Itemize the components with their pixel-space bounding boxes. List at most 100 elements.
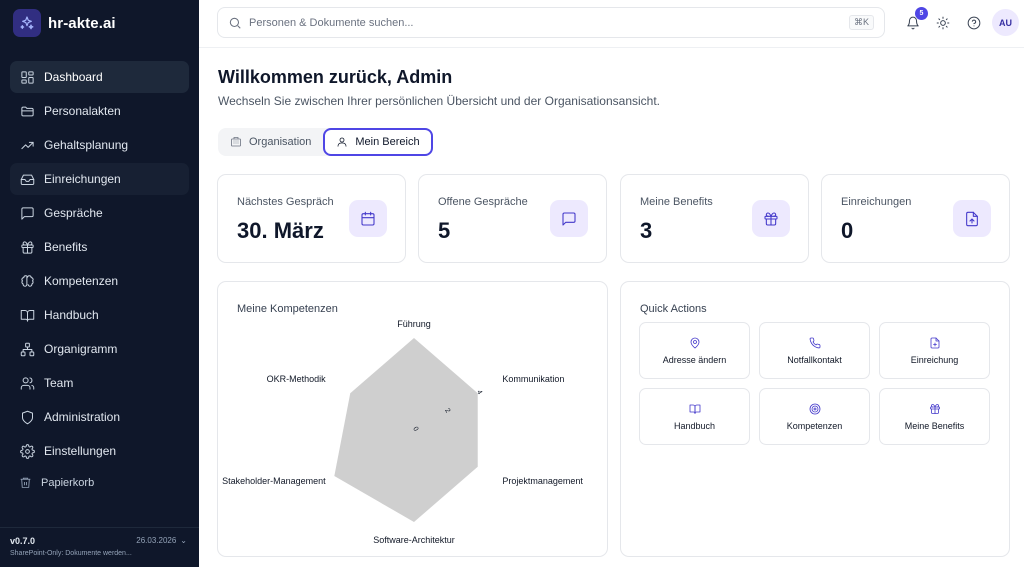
view-toggle: Organisation Mein Bereich: [218, 128, 433, 156]
sidebar-item-papierkorb[interactable]: Papierkorb: [19, 476, 94, 489]
version-label: v0.7.0: [10, 536, 36, 546]
version-date-dropdown[interactable]: 26.03.2026 ⌄: [136, 536, 187, 545]
tab-organisation[interactable]: Organisation: [218, 128, 323, 156]
sidebar-item-label: Einreichungen: [44, 172, 121, 186]
quick-action-adresse-aendern[interactable]: Adresse ändern: [639, 322, 750, 379]
book-open-icon: [19, 307, 35, 323]
trending-up-icon: [19, 137, 35, 153]
tab-mein-bereich[interactable]: Mein Bereich: [323, 128, 433, 156]
folder-icon: [19, 103, 35, 119]
sidebar-item-benefits[interactable]: Benefits: [10, 231, 189, 263]
sidebar-item-team[interactable]: Team: [10, 367, 189, 399]
stat-value: 0: [841, 218, 854, 243]
radar-chart: Führung Kommunikation Projektmanagement Sof…: [222, 319, 583, 545]
quick-action-label: Adresse ändern: [662, 354, 727, 365]
version-date: 26.03.2026: [136, 536, 177, 545]
panel-title: Meine Kompetenzen: [237, 303, 338, 315]
page-title: Willkommen zurück, Admin: [218, 67, 453, 87]
app-name: hr-akte.ai: [48, 14, 116, 32]
bell-icon[interactable]: [904, 14, 922, 32]
sidebar-item-personalakten[interactable]: Personalakten: [10, 95, 189, 127]
quick-action-notfallkontakt[interactable]: Notfallkontakt: [759, 322, 870, 379]
message-square-icon: [550, 200, 588, 237]
chevron-down-icon: ⌄: [180, 536, 187, 545]
sidebar-item-kompetenzen[interactable]: Kompetenzen: [10, 265, 189, 297]
quick-action-einreichung[interactable]: Einreichung: [879, 322, 990, 379]
panel-title: Quick Actions: [640, 303, 707, 315]
search-placeholder: Personen & Dokumente suchen...: [249, 16, 414, 29]
sidebar-item-gespraeche[interactable]: Gespräche: [10, 197, 189, 229]
phone-icon: [809, 337, 820, 348]
sidebar-item-label: Dashboard: [44, 70, 103, 84]
sidebar-item-label: Gespräche: [44, 206, 103, 220]
quick-action-label: Handbuch: [673, 420, 716, 431]
tab-label: Organisation: [249, 136, 312, 148]
stat-value: 3: [640, 218, 653, 243]
building-icon: [231, 137, 241, 147]
radar-tick-label: 0: [411, 426, 419, 433]
sidebar-item-handbuch[interactable]: Handbuch: [10, 299, 189, 331]
radar-axis-label: Projektmanagement: [502, 476, 583, 486]
brand[interactable]: hr-akte.ai: [13, 9, 116, 37]
users-icon: [19, 375, 35, 391]
radar-axis-label: Kommunikation: [502, 374, 564, 384]
radar-axis-label: Führung: [397, 319, 431, 329]
quick-actions-panel: Quick Actions Adresse ändern Notfallkont…: [620, 281, 1010, 557]
sidebar-item-dashboard[interactable]: Dashboard: [10, 61, 189, 93]
map-pin-icon: [690, 337, 699, 348]
quick-action-handbuch[interactable]: Handbuch: [639, 388, 750, 445]
topbar: Personen & Dokumente suchen... ⌘K 5 AU: [199, 0, 1024, 48]
sidebar: hr-akte.ai Dashboard Personalakten Gehal…: [0, 0, 199, 567]
gift-icon: [19, 239, 35, 255]
search-input[interactable]: Personen & Dokumente suchen... ⌘K: [217, 7, 885, 38]
network-icon: [19, 341, 35, 357]
sidebar-item-label: Team: [44, 376, 74, 390]
quick-action-meine-benefits[interactable]: Meine Benefits: [879, 388, 990, 445]
search-icon: [229, 17, 241, 29]
sidebar-item-label: Administration: [44, 410, 121, 424]
gift-icon: [752, 200, 790, 237]
help-icon[interactable]: [965, 14, 983, 32]
radar-axis-label: Software-Architektur: [373, 535, 455, 545]
file-plus-icon: [930, 337, 939, 348]
inbox-icon: [19, 171, 35, 187]
sun-icon[interactable]: [934, 14, 952, 32]
sidebar-item-label: Personalakten: [44, 104, 121, 118]
sidebar-footer: v0.7.0 26.03.2026 ⌄ SharePoint-Only: Dok…: [0, 527, 199, 567]
radar-axis-label: OKR-Methodik: [267, 374, 327, 384]
trash-icon: [20, 477, 31, 488]
sidebar-item-organigramm[interactable]: Organigramm: [10, 333, 189, 365]
file-up-icon: [953, 200, 991, 237]
stat-card-naechstes-gespraech[interactable]: Nächstes Gespräch 30. März: [217, 174, 406, 263]
sidebar-item-label: Organigramm: [44, 342, 118, 356]
sidebar-item-einreichungen[interactable]: Einreichungen: [10, 163, 189, 195]
stat-value: 5: [438, 218, 451, 243]
quick-action-label: Einreichung: [910, 354, 959, 365]
sidebar-item-administration[interactable]: Administration: [10, 401, 189, 433]
sidebar-item-label: Benefits: [44, 240, 88, 254]
tab-label: Mein Bereich: [355, 136, 420, 148]
stat-card-offene-gespraeche[interactable]: Offene Gespräche 5: [418, 174, 607, 263]
sharepoint-note: SharePoint-Only: Dokumente werden...: [10, 550, 132, 557]
avatar[interactable]: AU: [992, 9, 1019, 36]
notification-badge: 5: [915, 7, 928, 20]
quick-action-label: Meine Benefits: [904, 420, 965, 431]
sparkles-logo-icon: [13, 9, 41, 37]
shield-icon: [19, 409, 35, 425]
stat-card-einreichungen[interactable]: Einreichungen 0: [821, 174, 1010, 263]
sidebar-item-label: Papierkorb: [41, 476, 95, 489]
quick-action-kompetenzen[interactable]: Kompetenzen: [759, 388, 870, 445]
competencies-panel: Meine Kompetenzen Führung Kommunikation Pr…: [217, 281, 608, 557]
stat-value: 30. März: [237, 218, 324, 243]
calendar-icon: [349, 200, 387, 237]
stat-card-meine-benefits[interactable]: Meine Benefits 3: [620, 174, 809, 263]
stat-label: Nächstes Gespräch: [237, 196, 334, 208]
radar-tick-label: 4: [475, 389, 483, 396]
book-open-icon: [689, 404, 700, 414]
main-content: Willkommen zurück, Admin Wechseln Sie zw…: [199, 48, 1024, 567]
quick-action-label: Kompetenzen: [786, 420, 843, 431]
layout-grid-icon: [19, 69, 35, 85]
settings-icon: [19, 443, 35, 459]
sidebar-item-einstellungen[interactable]: Einstellungen: [10, 435, 189, 467]
sidebar-item-gehaltsplanung[interactable]: Gehaltsplanung: [10, 129, 189, 161]
